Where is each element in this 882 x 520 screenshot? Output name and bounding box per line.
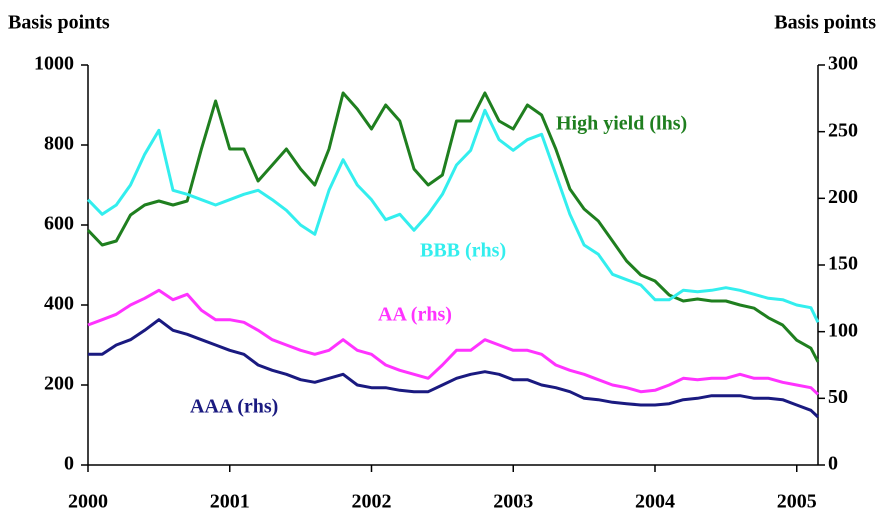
- series-line: [86, 108, 820, 323]
- y2-tick-label: 300: [828, 53, 858, 75]
- series-label: High yield (lhs): [556, 113, 687, 135]
- y-tick-label: 200: [44, 373, 74, 395]
- y2-tick-label: 150: [828, 253, 858, 275]
- y2-tick-label: 0: [828, 453, 838, 475]
- series-label: BBB (rhs): [420, 240, 506, 262]
- x-tick-label: 2000: [68, 491, 108, 513]
- series-line: [87, 288, 820, 396]
- y-axis-label: Basis points: [8, 12, 110, 34]
- x-tick-label: 2004: [635, 491, 675, 513]
- y-tick-label: 1000: [34, 53, 74, 75]
- y-tick-label: 400: [44, 293, 74, 315]
- y2-tick-label: 100: [828, 319, 858, 341]
- x-tick-label: 2001: [210, 491, 250, 513]
- x-tick-label: 2005: [777, 491, 817, 513]
- y-tick-label: 0: [64, 453, 74, 475]
- series-line: [86, 91, 820, 363]
- x-tick-label: 2003: [493, 491, 533, 513]
- series-label: AA (rhs): [378, 304, 452, 326]
- y2-tick-label: 50: [828, 386, 848, 408]
- y2-tick-label: 200: [828, 186, 858, 208]
- x-tick-label: 2002: [351, 491, 391, 513]
- y2-tick-label: 250: [828, 119, 858, 141]
- series-label: AAA (rhs): [190, 396, 278, 418]
- series-line: [88, 318, 820, 419]
- y-tick-label: 800: [44, 133, 74, 155]
- y2-axis-label: Basis points: [774, 12, 876, 34]
- y-tick-label: 600: [44, 213, 74, 235]
